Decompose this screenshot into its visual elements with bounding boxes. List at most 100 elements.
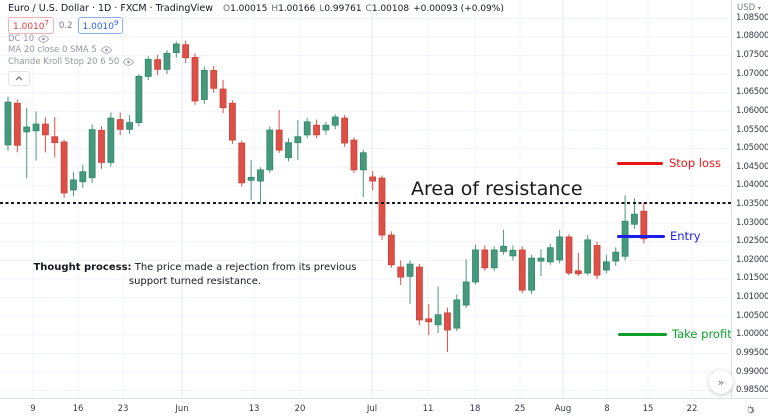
note-text: The price made a rejection from its prev… [131, 262, 357, 273]
candlestick [163, 52, 171, 70]
candlestick [322, 124, 330, 131]
buy-price-badge[interactable]: 1.00109 [77, 17, 124, 34]
candlestick [275, 129, 283, 151]
scroll-to-recent-button[interactable]: » [709, 370, 733, 394]
axis-settings-corner[interactable] [731, 398, 768, 419]
time-axis-label: 9 [30, 404, 36, 414]
take-profit-line[interactable] [618, 332, 667, 336]
currency-dropdown[interactable]: USD ▾ [737, 3, 761, 13]
time-axis-label: 20 [294, 404, 306, 414]
candlestick [425, 318, 433, 323]
candlestick [537, 257, 545, 262]
price-axis-label: 1.02000 [736, 254, 768, 265]
price-axis-label: 1.06000 [736, 105, 768, 116]
candlestick [593, 245, 601, 276]
indicator-label: DC 10 [8, 33, 34, 44]
candlestick [472, 249, 479, 283]
time-axis-label: Jul [366, 404, 378, 414]
candlestick [528, 257, 535, 291]
gear-icon[interactable] [744, 404, 756, 416]
indicator-row-ma[interactable]: MA 20 close 0 SMA 5 [8, 45, 504, 55]
candlestick [621, 220, 629, 257]
candlestick [210, 70, 218, 89]
price-axis-label: 1.08500 [736, 12, 768, 23]
candlestick [23, 126, 31, 133]
indicator-label: MA 20 close 0 SMA 5 [8, 45, 97, 55]
indicator-label: Chande Kroll Stop 20 6 50 [8, 56, 120, 67]
ohlc-high-label: H [271, 4, 279, 14]
candlestick [51, 136, 59, 144]
spread-value: 0.2 [58, 20, 73, 31]
candlestick [313, 124, 320, 136]
sell-price-badge[interactable]: 1.00107 [8, 17, 54, 34]
price-axis-label: 1.03500 [736, 199, 768, 209]
candlestick [238, 142, 246, 184]
candlestick [135, 75, 143, 123]
candlestick [154, 59, 162, 70]
price-axis-label: 1.06500 [736, 87, 768, 98]
symbol-title[interactable]: Euro / U.S. Dollar · 1D · FXCM · Trading… [8, 3, 213, 14]
legend-collapse-button[interactable] [8, 70, 30, 86]
price-axis[interactable]: USD ▾ 1.08500 1.08000 1.07500 1.07000 1.0650… [731, 0, 768, 419]
candlestick [500, 245, 507, 252]
candlestick [116, 119, 124, 130]
price-axis-label: 1.07500 [736, 50, 768, 61]
resistance-dotted-line[interactable] [0, 201, 731, 205]
candlestick [144, 58, 152, 77]
price-axis-label: 1.01000 [736, 292, 768, 303]
indicator-row-dc[interactable]: DC 10 [8, 34, 504, 44]
take-profit-label[interactable]: Take profit [672, 326, 732, 341]
candlestick [294, 136, 302, 144]
candlestick [247, 176, 255, 181]
candlestick [640, 210, 648, 240]
price-axis-label: 1.04500 [736, 161, 768, 172]
candlestick [182, 44, 190, 59]
time-axis-label: Aug [554, 404, 572, 414]
ohlc-open-label: O [223, 4, 231, 14]
candlestick [631, 213, 638, 225]
price-axis-label: 1.07000 [736, 68, 768, 79]
candlestick-chart[interactable] [0, 0, 731, 398]
candlestick [191, 57, 199, 102]
time-axis-label: 16 [72, 404, 84, 414]
candlestick [32, 123, 40, 132]
ohlc-low-label: L [319, 4, 325, 14]
candlestick [172, 43, 180, 53]
resistance-label[interactable]: Area of resistance [411, 178, 583, 200]
price-axis-label: 0.98500 [736, 385, 768, 396]
candlestick [200, 70, 208, 100]
candlestick [565, 236, 573, 274]
entry-label[interactable]: Entry [670, 229, 701, 244]
price-axis-label: 1.04000 [736, 180, 768, 191]
time-axis-label: 13 [248, 404, 260, 414]
caret-down-icon: ▾ [757, 5, 761, 12]
candlestick [378, 177, 386, 236]
note-bold-prefix: Thought process: [33, 262, 132, 273]
thought-process-note[interactable]: Thought process: The price made a reject… [30, 261, 360, 289]
candlestick [350, 139, 358, 171]
entry-line[interactable] [617, 235, 665, 239]
stop-loss-label[interactable]: Stop loss [669, 156, 722, 171]
candlestick [331, 116, 339, 126]
candlestick [415, 266, 423, 321]
candlestick [4, 101, 12, 146]
candlestick [79, 171, 87, 183]
price-axis-label: 1.08000 [736, 31, 768, 42]
eye-icon[interactable] [38, 34, 49, 43]
candlestick [341, 117, 349, 144]
double-chevron-right-icon: » [717, 375, 725, 389]
time-axis-label: 25 [514, 404, 526, 414]
eye-icon[interactable] [100, 46, 112, 54]
candlestick [228, 102, 236, 141]
eye-icon[interactable] [123, 57, 135, 66]
ohlc-change: +0.00093 (+0.09%) [413, 4, 504, 14]
time-axis[interactable]: 9 16 23 Jun 13 20 Jul 11 18 25 Aug 8 15 22 [0, 398, 731, 419]
candlestick [462, 281, 470, 306]
candlestick [266, 129, 274, 171]
candlestick [434, 314, 442, 326]
candlestick [70, 179, 77, 191]
symbol-title-row[interactable]: Euro / U.S. Dollar · 1D · FXCM · Trading… [8, 3, 504, 14]
stop-loss-line[interactable] [617, 162, 663, 166]
indicator-row-chande-kroll[interactable]: Chande Kroll Stop 20 6 50 [8, 57, 504, 67]
